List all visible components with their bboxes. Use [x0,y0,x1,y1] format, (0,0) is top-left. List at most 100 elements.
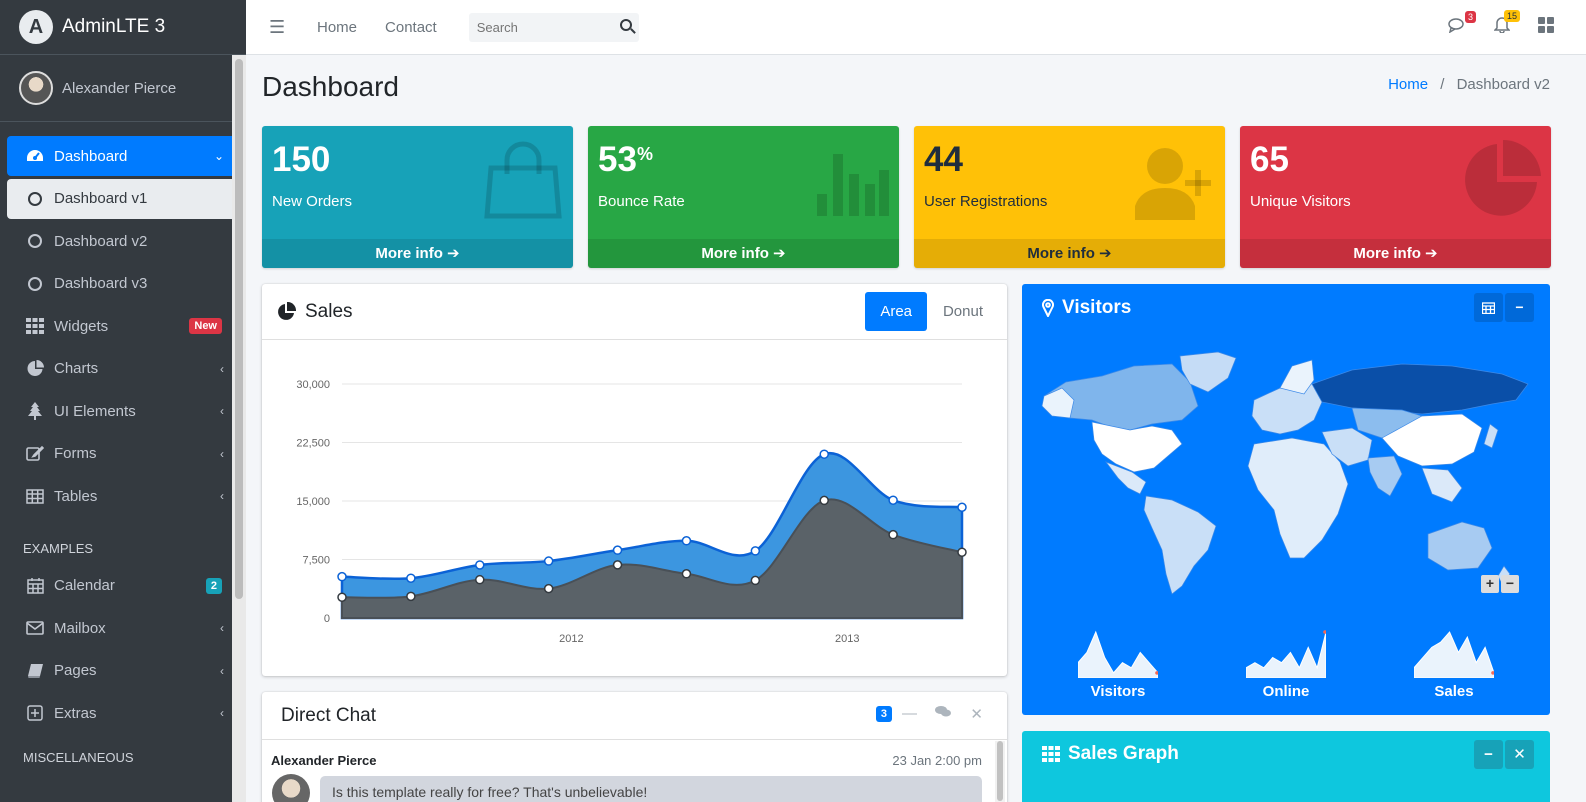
map-region-australia[interactable] [1427,521,1493,571]
sidebar-item-label: Dashboard v2 [54,232,148,250]
sidebar-item-dashboard-v2[interactable]: Dashboard v2 [7,221,238,261]
series-1-point [819,495,829,506]
series-1-point [888,529,898,540]
sales-card: Sales Area Donut 30,000 22,500 15,000 7,500… [262,284,1007,676]
navbar-search [468,12,639,42]
map-region-usa[interactable] [1091,421,1183,473]
messages-dropdown[interactable]: 3 [1448,10,1476,38]
map-marker-icon [1042,299,1054,317]
series-2-point [337,571,347,582]
contacts-comments-icon[interactable] [935,705,951,722]
chat-scroll-thumb[interactable] [997,741,1003,801]
series-2-point [475,560,485,570]
map-region-canada[interactable] [1043,363,1199,431]
small-box-value: 65 [1250,140,1289,179]
small-box-value: 44 [924,140,963,179]
edit-icon [25,445,45,462]
small-box-footer-link[interactable]: More info ➔ [588,239,899,268]
navbar-right: 3 15 [1448,10,1554,38]
sidebar-item-label: Dashboard v3 [54,275,148,292]
plus-square-icon [25,705,45,721]
map-region-china[interactable] [1381,413,1483,467]
brand-link[interactable]: A AdminLTE 3 [0,0,246,55]
chart-pie-icon [278,302,296,320]
user-name[interactable]: Alexander Pierce [62,79,177,97]
series-2-point [750,546,761,556]
sidebar-item-tables[interactable]: Tables ‹ [7,476,238,516]
minus-icon: − [1515,299,1524,315]
sidebar-item-extras[interactable]: Extras ‹ [7,693,238,733]
map-region-japan[interactable] [1483,423,1499,449]
menu-toggle-icon[interactable]: ☰ [269,16,286,37]
map-region-southeast-asia[interactable] [1421,467,1463,503]
close-icon[interactable]: ✕ [970,706,983,723]
search-input[interactable] [476,19,617,35]
pie-chart-icon [25,360,45,377]
sidebar-item-ui-elements[interactable]: UI Elements ‹ [7,391,238,431]
sidebar-item-dashboard[interactable]: Dashboard ⌄ [7,136,238,176]
map-region-greenland[interactable] [1179,351,1237,393]
messages-badge: 3 [1464,10,1476,23]
calendar-button[interactable] [1474,293,1503,322]
map-zoom-out-button[interactable]: − [1501,575,1519,593]
map-region-india[interactable] [1367,455,1403,497]
map-zoom-in-button[interactable]: + [1481,575,1499,593]
sales-graph-collapse-button[interactable]: − [1474,740,1503,769]
sidebar-item-forms[interactable]: Forms ‹ [7,434,238,474]
control-sidebar-toggle[interactable] [1538,16,1554,38]
scroll-thumb[interactable] [235,59,243,599]
chat-scrollbar[interactable] [995,741,1005,802]
sales-card-header: Sales Area Donut [262,284,1007,340]
world-map[interactable] [1022,344,1550,604]
y-tick-label: 15,000 [296,496,330,508]
area-series-1 [341,498,963,619]
sparkline-last-point [1491,671,1494,675]
sidebar-item-widgets[interactable]: Widgets New [7,306,238,346]
notifications-dropdown[interactable]: 15 [1493,10,1520,38]
map-region-scandinavia[interactable] [1279,359,1315,395]
map-region-mexico[interactable] [1104,461,1147,495]
x-tick-label: 2013 [835,633,859,645]
small-box-footer-link[interactable]: More info ➔ [914,239,1225,268]
visitors-card-title: Visitors [1042,297,1131,319]
series-1-point [957,547,967,557]
x-tick-label: 2012 [559,633,583,645]
sidebar-item-label: Dashboard v1 [54,190,148,207]
breadcrumb-home[interactable]: Home [1388,76,1429,93]
sidebar-item-label: Mailbox [54,619,106,637]
sales-graph-close-button[interactable]: ✕ [1505,740,1534,769]
small-box-footer-link[interactable]: More info ➔ [1240,239,1551,268]
sidebar-scrollbar[interactable] [232,55,246,802]
tab-area[interactable]: Area [865,292,927,331]
tab-donut[interactable]: Donut [942,303,983,320]
sparkline-label-sales: Sales [1434,683,1474,700]
small-box-footer-link[interactable]: More info ➔ [262,239,573,268]
chevron-left-icon: ‹ [220,706,224,720]
map-region-russia[interactable] [1311,363,1529,415]
series-1-point [612,560,623,570]
user-panel[interactable]: Alexander Pierce [0,55,246,122]
series-2-point [681,536,692,546]
map-region-africa[interactable] [1247,437,1349,559]
collapse-minus-icon[interactable]: — [902,705,917,722]
sidebar-item-calendar[interactable]: Calendar 2 [7,566,238,606]
nav-link-contact[interactable]: Contact [385,18,437,36]
sidebar-item-pages[interactable]: Pages ‹ [7,651,238,691]
sidebar-item-dashboard-v1[interactable]: Dashboard v1 [7,178,238,219]
sparkline-label-visitors: Visitors [1090,683,1146,700]
nav-link-home[interactable]: Home [317,18,358,36]
sidebar-item-charts[interactable]: Charts ‹ [7,349,238,389]
map-region-south-america[interactable] [1143,495,1217,595]
search-icon[interactable] [619,18,632,31]
map-region-europe[interactable] [1251,383,1323,435]
sidebar-item-label: UI Elements [54,402,136,420]
breadcrumb-current: Dashboard v2 [1456,76,1550,93]
map-region-alaska[interactable] [1041,387,1075,419]
pie-chart-icon [1465,140,1541,216]
series-1-point [543,583,554,594]
small-box-user-registrations: 44 User Registrations More info ➔ [914,126,1225,268]
collapse-button[interactable]: − [1505,293,1534,322]
chevron-left-icon: ‹ [220,404,224,418]
sidebar-item-dashboard-v3[interactable]: Dashboard v3 [7,264,238,304]
sidebar-item-mailbox[interactable]: Mailbox ‹ [7,608,238,648]
